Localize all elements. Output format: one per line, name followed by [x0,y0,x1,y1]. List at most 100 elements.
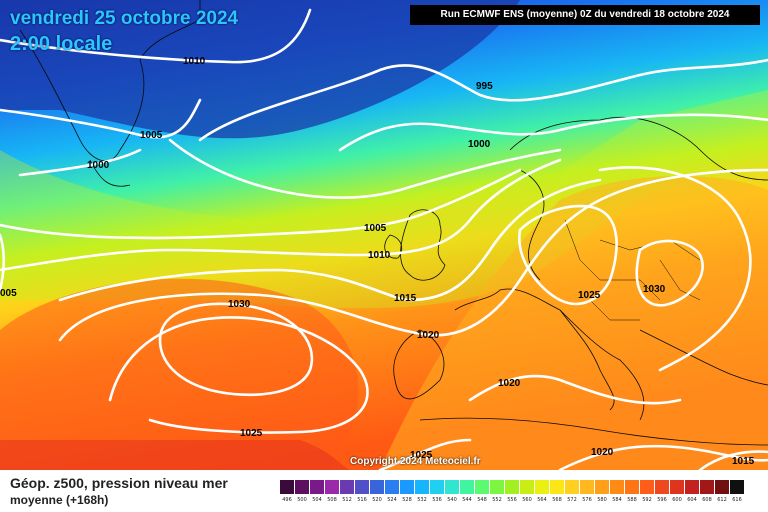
isobar-1000-mid [168,138,562,199]
legend-swatch [610,480,624,494]
isobar-1000-east [338,113,768,152]
isobars [0,8,768,470]
legend-label: 564 [537,497,547,503]
isobar-label: 1025 [240,428,263,439]
low-height-zone [0,0,520,139]
legend-swatch [490,480,504,494]
isobar-label: 005 [0,288,17,299]
legend-swatch [715,480,729,494]
north-africa-coast [419,417,768,446]
isobar-labels: 1010 1005 1000 995 1000 1005 1010 1015 1… [0,56,755,467]
legend-swatch [460,480,474,494]
legend-label: 560 [522,497,532,503]
ireland [384,234,403,259]
legend-swatch [640,480,654,494]
isobar-label: 1025 [410,450,433,461]
legend-label: 524 [387,497,397,503]
isobar-label: 1005 [364,223,387,234]
isobar-label: 1015 [732,456,755,467]
legend-label: 500 [297,497,307,503]
legend-label: 616 [732,497,742,503]
run-info-banner: Run ECMWF ENS (moyenne) 0Z du vendredi 1… [410,5,760,25]
great-britain [400,209,446,281]
legend-label: 532 [417,497,427,503]
isobar-1020-south [468,374,682,405]
copyright-notice: Copyright 2024 Meteociel.fr [350,456,481,467]
legend-swatch [295,480,309,494]
isobar-1025-high [108,316,369,434]
isobar-1010-north [0,8,312,64]
isobar-label: 1005 [140,130,163,141]
greenland-coast [19,0,201,162]
legend-swatch [505,480,519,494]
mid-height-band [0,90,768,309]
legend-swatch [475,480,489,494]
legend-label: 544 [462,497,472,503]
legend-label: 604 [687,497,697,503]
isobar-1010 [0,158,562,272]
italy-coast [559,309,615,411]
legend-label: 508 [327,497,337,503]
legend-label: 552 [492,497,502,503]
legend-swatch [625,480,639,494]
legend-swatch [730,480,744,494]
legend-label: 592 [642,497,652,503]
legend-swatch [685,480,699,494]
legend-label: 584 [612,497,622,503]
legend-label: 588 [627,497,637,503]
legend-label: 612 [717,497,727,503]
legend-swatch [655,480,669,494]
legend-swatch [565,480,579,494]
legend-label: 528 [402,497,412,503]
isobar-995 [198,58,768,142]
legend-label: 536 [432,497,442,503]
legend-label: 548 [477,497,487,503]
isobar-label: 1015 [394,293,417,304]
legend-swatch [445,480,459,494]
isobar-1025-ridge [518,204,618,306]
isobar-1015-southeast [698,450,768,470]
legend-swatch [580,480,594,494]
map-footer: Géop. z500, pression niveau mer moyenne … [0,470,768,512]
legend-label: 496 [282,497,292,503]
isobar-label: 1020 [591,447,614,458]
legend-label: 520 [372,497,382,503]
legend-swatch [385,480,399,494]
legend-swatch [670,480,684,494]
map-panel: 1010 1005 1000 995 1000 1005 1010 1015 1… [0,0,768,470]
map-title: Géop. z500, pression niveau mer [10,475,228,491]
isobar-label: 1000 [87,160,110,171]
legend-swatch [340,480,354,494]
isobar-label: 1030 [643,284,666,295]
legend-label: 556 [507,497,517,503]
legend-swatch [280,480,294,494]
legend-label: 608 [702,497,712,503]
legend-label: 568 [552,497,562,503]
forecast-time: 2:00 locale [10,33,113,55]
legend-label: 516 [357,497,367,503]
legend-swatch [400,480,414,494]
legend-label: 576 [582,497,592,503]
isobar-label: 1010 [368,250,391,261]
legend-label: 580 [597,497,607,503]
legend-swatch [370,480,384,494]
legend-label: 600 [672,497,682,503]
isobar-1005-north [0,98,202,139]
isobar-label: 1000 [468,139,491,150]
isobar-label: 1020 [498,378,521,389]
legend-swatch [700,480,714,494]
isobar-1020-southeast [558,444,768,470]
isobar-1025-south [378,438,472,470]
black-sea-coast [639,329,768,386]
isobar-1015 [58,178,602,302]
map-svg: 1010 1005 1000 995 1000 1005 1010 1015 1… [0,0,768,470]
map-subtitle: moyenne (+168h) [10,493,109,507]
isobar-1030-high [158,302,314,397]
isobar-1020 [58,168,768,342]
isobar-label: 995 [476,81,493,92]
legend-swatch [325,480,339,494]
isobar-1030-ridge [635,239,704,307]
legend-swatch [415,480,429,494]
legend-swatch [355,480,369,494]
